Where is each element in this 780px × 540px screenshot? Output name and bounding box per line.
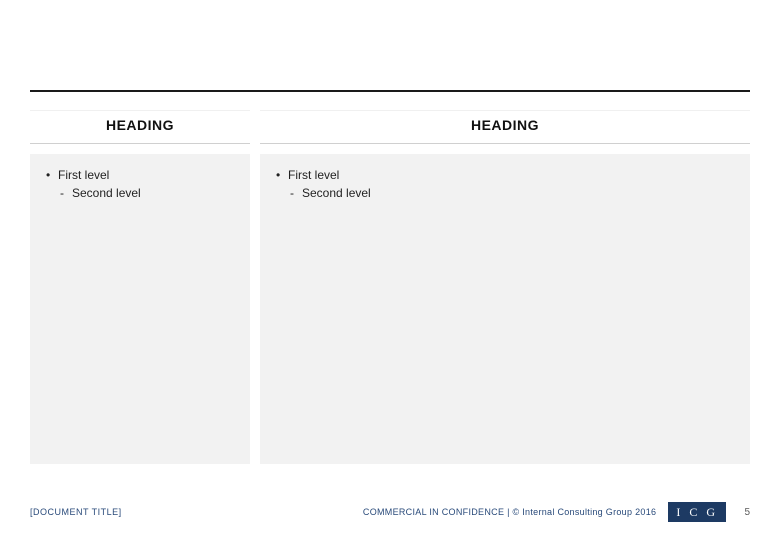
- list-item: First level: [274, 168, 736, 182]
- footer-confidence: COMMERCIAL IN CONFIDENCE | © Internal Co…: [363, 507, 656, 517]
- column-right: HEADING First level Second level: [260, 110, 750, 464]
- column-right-content: First level Second level: [260, 154, 750, 464]
- column-left-content: First level Second level: [30, 154, 250, 464]
- list-item: Second level: [44, 186, 236, 200]
- two-column-layout: HEADING First level Second level HEADING…: [30, 110, 750, 464]
- footer-doc-title: [DOCUMENT TITLE]: [30, 507, 122, 517]
- list-item: First level: [44, 168, 236, 182]
- footer-right-group: COMMERCIAL IN CONFIDENCE | © Internal Co…: [363, 502, 750, 522]
- icg-logo: I C G: [668, 502, 726, 522]
- list-item: Second level: [274, 186, 736, 200]
- column-left: HEADING First level Second level: [30, 110, 250, 464]
- column-left-heading: HEADING: [30, 110, 250, 144]
- page-number: 5: [738, 507, 750, 518]
- column-right-heading: HEADING: [260, 110, 750, 144]
- slide-footer: [DOCUMENT TITLE] COMMERCIAL IN CONFIDENC…: [30, 502, 750, 522]
- top-divider: [30, 90, 750, 92]
